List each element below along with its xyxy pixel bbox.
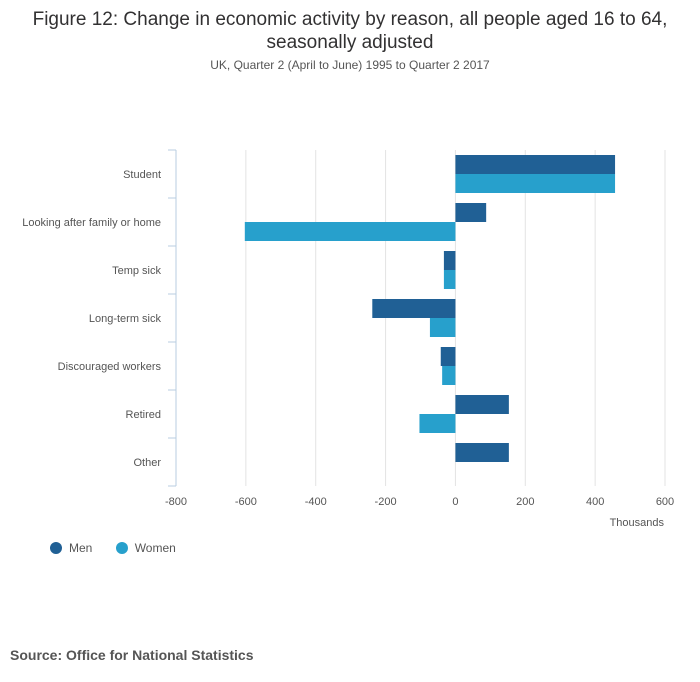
source-note: Source: Office for National Statistics bbox=[10, 647, 254, 663]
bar-men-retired bbox=[455, 395, 509, 414]
category-label: Student bbox=[123, 169, 161, 181]
category-label: Discouraged workers bbox=[58, 361, 162, 373]
bar-women-retired bbox=[419, 414, 456, 433]
category-label: Retired bbox=[126, 409, 161, 421]
x-tick-label: -400 bbox=[305, 496, 327, 508]
x-tick-label: 200 bbox=[516, 496, 534, 508]
category-label: Looking after family or home bbox=[22, 217, 161, 229]
category-label: Long-term sick bbox=[89, 313, 162, 325]
bar-chart: Student Looking after family or home Temp … bbox=[22, 149, 674, 529]
bar-women-temp-sick bbox=[443, 270, 456, 289]
bars bbox=[244, 155, 616, 462]
bar-women-looking-after-family-or-home bbox=[244, 222, 456, 241]
y-axis bbox=[168, 149, 177, 487]
bar-men-looking-after-family-or-home bbox=[455, 203, 487, 222]
x-tick-label: 400 bbox=[586, 496, 604, 508]
legend-swatch-women bbox=[115, 542, 128, 554]
x-axis-title: Thousands bbox=[610, 517, 665, 529]
bar-women-discouraged-workers bbox=[442, 366, 456, 385]
bar-women-student bbox=[455, 174, 616, 193]
legend-label-women: Women bbox=[134, 541, 176, 555]
chart-title: Figure 12: Change in economic activity b… bbox=[32, 9, 668, 53]
bar-men-student bbox=[455, 155, 616, 174]
x-tick-label: 600 bbox=[656, 496, 674, 508]
x-tick-label: -200 bbox=[375, 496, 397, 508]
legend-item-men: Men bbox=[50, 541, 92, 555]
bar-men-other bbox=[455, 443, 509, 462]
category-label: Temp sick bbox=[112, 265, 161, 277]
legend-item-women: Women bbox=[115, 541, 176, 555]
bar-men-long-term-sick bbox=[372, 299, 456, 318]
x-tick-labels: -800 -600 -400 -200 0 200 400 600 bbox=[165, 496, 674, 508]
category-labels: Student Looking after family or home Temp … bbox=[22, 169, 161, 469]
bar-women-long-term-sick bbox=[429, 318, 456, 337]
legend: Men Women bbox=[50, 541, 196, 557]
x-tick-label: -600 bbox=[235, 496, 257, 508]
chart-subtitle: UK, Quarter 2 (April to June) 1995 to Qu… bbox=[210, 58, 490, 72]
x-tick-label: -800 bbox=[165, 496, 187, 508]
legend-swatch-men bbox=[50, 542, 62, 554]
x-tick-label: 0 bbox=[452, 496, 458, 508]
category-label: Other bbox=[133, 457, 161, 469]
bar-men-temp-sick bbox=[443, 251, 456, 270]
bar-men-discouraged-workers bbox=[440, 347, 456, 366]
legend-label-men: Men bbox=[69, 541, 93, 555]
